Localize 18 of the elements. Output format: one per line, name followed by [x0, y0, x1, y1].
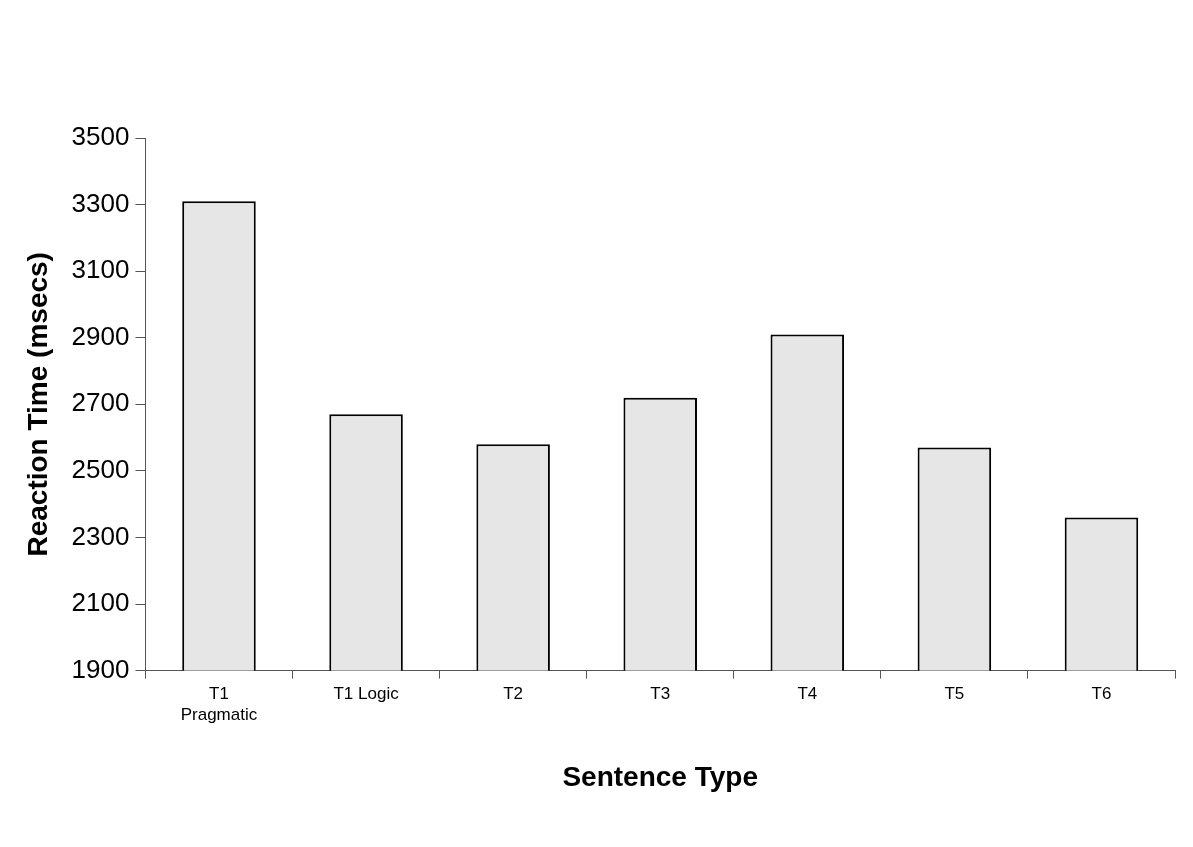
y-tick-label: 2100: [71, 587, 130, 618]
x-tick-label: T3: [650, 684, 671, 704]
y-tick-label: 3300: [71, 187, 130, 218]
y-tick-label: 1900: [71, 653, 130, 684]
x-tick-label: T1 Logic: [333, 684, 400, 704]
y-tick-label: 3100: [71, 254, 130, 285]
y-axis-title: Reaction Time (msecs): [21, 252, 53, 557]
y-tick-label: 2900: [71, 320, 130, 351]
y-tick-label: 2300: [71, 520, 130, 551]
x-tick-label: T1 Pragmatic: [180, 684, 258, 724]
x-tick-label: T2: [503, 684, 524, 704]
x-tick-label: T6: [1091, 684, 1112, 704]
y-tick-label: 2500: [71, 454, 130, 485]
y-tick-label: 2700: [71, 387, 130, 418]
x-tick-label: T4: [797, 684, 818, 704]
x-tick-label: T5: [944, 684, 965, 704]
x-axis-title: Sentence Type: [562, 760, 758, 792]
y-tick-label: 3500: [71, 121, 130, 152]
